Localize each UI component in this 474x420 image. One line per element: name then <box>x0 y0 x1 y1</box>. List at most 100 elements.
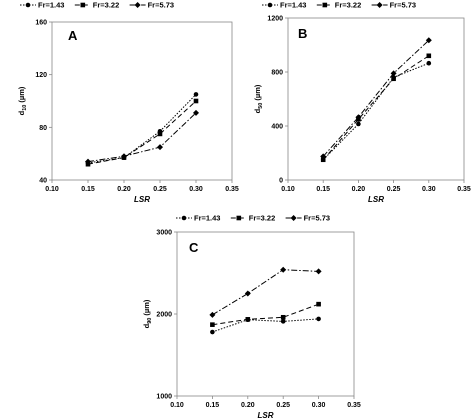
data-point-diamond <box>244 290 251 297</box>
legend-label: Fr=1.43 <box>194 214 220 223</box>
data-point-square <box>316 301 321 307</box>
data-point-diamond <box>157 144 163 151</box>
y-tick-label: 40 <box>39 178 47 185</box>
y-axis-label-main: d <box>17 110 26 115</box>
series-line-square <box>87 100 197 165</box>
series-line-diamond <box>212 269 319 316</box>
data-point-square <box>391 76 396 82</box>
y-tick-label: 1000 <box>156 394 172 401</box>
data-point-circle <box>280 319 286 324</box>
legend-marker-diamond <box>376 2 383 8</box>
x-tick-label: 0.35 <box>225 186 239 193</box>
plot-area-frame <box>176 231 355 397</box>
y-axis-label-subscript: 90 <box>147 318 153 324</box>
x-axis-label: LSR <box>368 195 384 204</box>
legend-marker-circle <box>181 215 187 221</box>
legend-label: Fr=5.73 <box>390 1 416 10</box>
x-tick-label: 0.20 <box>117 186 131 193</box>
x-tick-label: 0.30 <box>189 186 203 193</box>
x-tick-label: 0.25 <box>276 402 290 409</box>
legend-marker-diamond <box>290 215 297 221</box>
panel-letter: B <box>298 26 307 41</box>
x-tick-label: 0.35 <box>347 402 361 409</box>
y-tick-label: 80 <box>39 125 47 132</box>
data-point-diamond <box>320 153 327 160</box>
data-point-diamond <box>355 114 362 121</box>
y-axis-label: d50 (µm) <box>253 84 264 113</box>
x-tick-label: 0.15 <box>316 186 330 193</box>
y-axis-label-unit: (µm) <box>142 299 151 318</box>
x-tick-label: 0.15 <box>206 402 220 409</box>
legend-label: Fr=5.73 <box>148 1 174 10</box>
x-axis-label: LSR <box>258 411 274 420</box>
legend-marker-diamond <box>134 2 141 8</box>
series-line-circle <box>322 62 429 161</box>
data-point-square <box>245 317 251 322</box>
y-axis-label-unit: (µm) <box>253 84 262 103</box>
y-axis-label: d10 (µm) <box>17 86 28 115</box>
x-tick-label: 0.20 <box>352 186 366 193</box>
legend-label: Fr=1.43 <box>38 1 64 10</box>
legend-label: Fr=3.22 <box>249 214 275 223</box>
y-axis-label-main: d <box>142 323 151 328</box>
y-axis-label: d90 (µm) <box>142 299 153 328</box>
y-tick-label: 400 <box>271 124 283 131</box>
x-tick-label: 0.30 <box>422 186 436 193</box>
data-point-square <box>157 131 163 137</box>
y-tick-label: 2000 <box>156 312 172 319</box>
legend: Fr=1.43 Fr=3.22 Fr=5.73 <box>176 214 330 223</box>
data-point-diamond <box>121 153 127 160</box>
y-axis-label-subscript: 50 <box>258 103 264 109</box>
legend-label: Fr=1.43 <box>280 1 306 10</box>
data-point-square <box>210 322 215 327</box>
y-tick-label: 3000 <box>156 230 172 237</box>
series-line-circle <box>212 318 319 333</box>
panel-letter: C <box>189 240 199 255</box>
data-point-diamond <box>209 311 216 318</box>
data-point-square <box>193 98 199 104</box>
data-point-circle <box>193 92 199 97</box>
chart-panel-c: 0.10 0.15 0.20 0.25 0.30 0.35 1000 2000 3000 LSR d… <box>142 214 361 420</box>
x-tick-label: 0.30 <box>312 402 326 409</box>
x-tick-label: 0.10 <box>170 402 184 409</box>
plot-area-frame <box>51 21 233 181</box>
series-line-diamond <box>87 112 197 163</box>
legend-marker-square <box>236 215 242 221</box>
x-tick-label: 0.10 <box>281 186 295 193</box>
legend-marker-circle <box>25 2 31 8</box>
legend-label: Fr=5.73 <box>304 214 330 223</box>
legend-marker-circle <box>267 2 273 8</box>
data-point-square <box>426 53 432 59</box>
legend: Fr=1.43 Fr=3.22 Fr=5.73 <box>262 1 416 10</box>
chart-panel-b: 0.10 0.15 0.20 0.25 0.30 0.35 0 400 800 1200 LSR d5… <box>253 1 471 204</box>
data-point-circle <box>356 121 361 127</box>
legend-marker-square <box>322 2 328 8</box>
y-tick-label: 1200 <box>267 16 283 23</box>
x-tick-label: 0.20 <box>241 402 255 409</box>
data-point-circle <box>316 316 321 322</box>
y-axis-label-main: d <box>253 108 262 113</box>
data-point-circle <box>210 329 215 335</box>
data-point-diamond <box>193 109 199 116</box>
x-axis-label: LSR <box>134 195 150 204</box>
data-point-diamond <box>315 268 322 275</box>
legend-label: Fr=3.22 <box>335 1 361 10</box>
data-point-square <box>320 157 326 163</box>
series-line-square <box>212 303 319 326</box>
series-line-circle <box>87 94 197 164</box>
chart-panel-a: 0.10 0.15 0.20 0.25 0.30 0.35 40 80 120 160 LSR d10… <box>17 1 239 204</box>
y-tick-label: 160 <box>35 20 47 27</box>
x-tick-label: 0.25 <box>387 186 401 193</box>
y-tick-label: 0 <box>279 178 283 185</box>
y-tick-label: 800 <box>271 70 283 77</box>
series-line-diamond <box>322 39 430 157</box>
panel-letter: A <box>68 28 78 43</box>
series-line-square <box>322 55 430 161</box>
x-tick-label: 0.35 <box>457 186 471 193</box>
legend-marker-square <box>80 2 86 8</box>
data-point-square <box>280 314 286 320</box>
plot-area-frame <box>287 17 465 181</box>
legend-label: Fr=3.22 <box>93 1 119 10</box>
y-axis-label-subscript: 10 <box>22 105 28 111</box>
